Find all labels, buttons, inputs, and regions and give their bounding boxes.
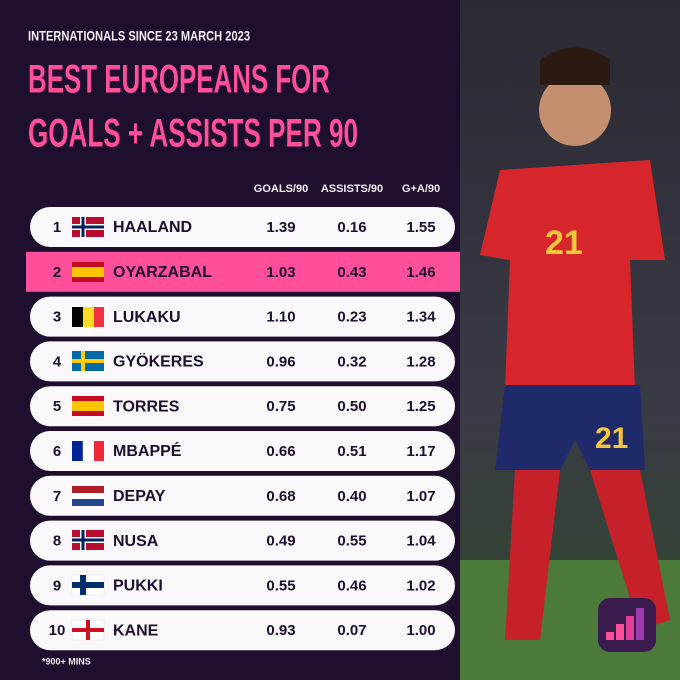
table-row: 7 DEPAY 0.68 0.40 1.07 bbox=[30, 475, 455, 516]
rank: 5 bbox=[53, 398, 61, 415]
logo bbox=[598, 598, 656, 652]
row-background bbox=[30, 610, 455, 651]
goals-per-90: 1.03 bbox=[266, 264, 295, 281]
table: 1 HAALAND 1.39 0.16 1.55 2 OYARZABAL 1.03 0.43 1.… bbox=[26, 207, 460, 651]
table-row: 6 MBAPPÉ 0.66 0.51 1.17 bbox=[30, 431, 455, 471]
assists-per-90: 0.55 bbox=[337, 533, 366, 550]
rank: 10 bbox=[49, 622, 66, 639]
player-name: OYARZABAL bbox=[113, 264, 212, 281]
footnote: *900+ MINS bbox=[42, 656, 91, 666]
assists-per-90: 0.51 bbox=[337, 443, 366, 460]
ga-per-90: 1.55 bbox=[406, 219, 435, 236]
ga-per-90: 1.17 bbox=[406, 443, 435, 460]
table-row: 4 GYÖKERES 0.96 0.32 1.28 bbox=[30, 341, 455, 382]
subtitle: INTERNATIONALS SINCE 23 MARCH 2023 bbox=[28, 28, 250, 44]
goals-per-90: 0.75 bbox=[266, 398, 295, 415]
row-background bbox=[30, 341, 455, 382]
goals-per-90: 1.39 bbox=[266, 219, 295, 236]
assists-per-90: 0.07 bbox=[337, 622, 366, 639]
svg-text:21: 21 bbox=[545, 224, 583, 262]
goals-per-90: 0.55 bbox=[266, 577, 295, 594]
goals-per-90: 0.93 bbox=[266, 622, 295, 639]
rank: 4 bbox=[53, 353, 62, 370]
ga-per-90: 1.02 bbox=[406, 577, 435, 594]
player-name: PUKKI bbox=[113, 578, 163, 595]
row-background bbox=[30, 431, 455, 471]
row-background bbox=[30, 386, 455, 427]
assists-per-90: 0.23 bbox=[337, 309, 366, 326]
table-row: 5 TORRES 0.75 0.50 1.25 bbox=[30, 386, 455, 427]
goals-per-90: 1.10 bbox=[266, 309, 295, 326]
table-row: 9 PUKKI 0.55 0.46 1.02 bbox=[30, 565, 455, 606]
player-name: LUKAKU bbox=[113, 309, 181, 326]
player-name: DEPAY bbox=[113, 488, 166, 505]
assists-per-90: 0.32 bbox=[337, 353, 366, 370]
rank: 2 bbox=[53, 264, 61, 281]
table-row: 3 LUKAKU 1.10 0.23 1.34 bbox=[30, 296, 455, 337]
row-background bbox=[30, 296, 455, 337]
rank: 1 bbox=[53, 219, 61, 236]
rank: 8 bbox=[53, 533, 61, 550]
column-header: ASSISTS/90 bbox=[321, 183, 383, 195]
assists-per-90: 0.16 bbox=[337, 219, 366, 236]
table-row: 10 KANE 0.93 0.07 1.00 bbox=[30, 610, 455, 651]
title-line: BEST EUROPEANS FOR bbox=[28, 58, 330, 102]
table-row: 8 NUSA 0.49 0.55 1.04 bbox=[30, 520, 455, 561]
rank: 7 bbox=[53, 488, 61, 505]
player-name: MBAPPÉ bbox=[113, 441, 182, 460]
player-name: NUSA bbox=[113, 533, 159, 550]
row-background bbox=[30, 565, 455, 606]
assists-per-90: 0.50 bbox=[337, 398, 366, 415]
row-background bbox=[30, 520, 455, 561]
goals-per-90: 0.49 bbox=[266, 533, 295, 550]
rank: 3 bbox=[53, 309, 61, 326]
title-line: GOALS + ASSISTS PER 90 bbox=[28, 112, 358, 156]
player-name: TORRES bbox=[113, 398, 180, 415]
ga-per-90: 1.04 bbox=[406, 533, 436, 550]
ga-per-90: 1.28 bbox=[406, 353, 435, 370]
goals-per-90: 0.68 bbox=[266, 488, 295, 505]
column-header: GOALS/90 bbox=[254, 183, 308, 195]
ga-per-90: 1.34 bbox=[406, 309, 436, 326]
table-row: 1 HAALAND 1.39 0.16 1.55 bbox=[30, 207, 455, 247]
rank: 9 bbox=[53, 577, 61, 594]
player-name: HAALAND bbox=[113, 219, 192, 236]
rank: 6 bbox=[53, 443, 61, 460]
ga-per-90: 1.46 bbox=[406, 264, 435, 281]
ga-per-90: 1.00 bbox=[406, 622, 435, 639]
assists-per-90: 0.40 bbox=[337, 488, 366, 505]
flags bbox=[71, 217, 105, 641]
row-background bbox=[30, 207, 455, 247]
row-background bbox=[30, 475, 455, 516]
svg-text:21: 21 bbox=[595, 422, 628, 455]
ga-per-90: 1.25 bbox=[406, 398, 435, 415]
assists-per-90: 0.43 bbox=[337, 264, 366, 281]
goals-per-90: 0.96 bbox=[266, 353, 295, 370]
goals-per-90: 0.66 bbox=[266, 443, 295, 460]
player-name: GYÖKERES bbox=[113, 352, 204, 371]
ga-per-90: 1.07 bbox=[406, 488, 435, 505]
column-header: G+A/90 bbox=[402, 183, 440, 195]
assists-per-90: 0.46 bbox=[337, 577, 366, 594]
player-photo: 21 21 bbox=[460, 0, 680, 680]
player-name: KANE bbox=[113, 622, 159, 639]
